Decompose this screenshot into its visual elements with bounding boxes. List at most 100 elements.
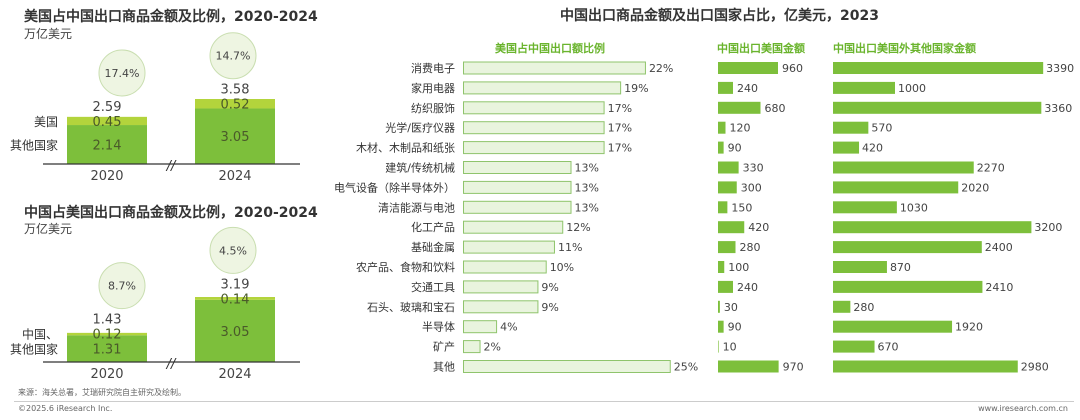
category-label: 建筑/传统机械 [385, 161, 455, 175]
header-us-amount: 中国出口美国金额 [717, 42, 805, 55]
us-amount-value: 150 [731, 201, 752, 214]
us-amount-bar [718, 181, 737, 194]
x-tick-2024: 2024 [218, 169, 251, 184]
share-label-2020: 8.7% [108, 280, 136, 293]
ratio-value: 9% [541, 301, 558, 314]
us-amount-bar [718, 201, 728, 214]
category-label: 消费电子 [411, 61, 455, 75]
ratio-value: 4% [500, 321, 517, 334]
other-amount-value: 1030 [900, 201, 928, 214]
us-amount-value: 330 [743, 162, 764, 175]
ratio-bar [463, 300, 539, 314]
ratio-value: 25% [674, 361, 698, 374]
other-amount-value: 570 [871, 122, 892, 135]
us-amount-bar [718, 360, 779, 373]
us-amount-bar [718, 280, 733, 293]
category-label: 化工产品 [411, 220, 455, 234]
other-amount-value: 3360 [1044, 102, 1072, 115]
legend-other: 其他国家 [10, 342, 58, 357]
ratio-value: 13% [575, 201, 599, 214]
us-amount-value: 120 [730, 122, 751, 135]
ratio-bar [463, 61, 646, 75]
copyright: ©2025.6 iResearch Inc. [18, 404, 113, 413]
category-label: 农产品、食物和饮料 [356, 260, 455, 274]
other-amount-value: 420 [862, 142, 883, 155]
label-other-2024: 3.05 [221, 130, 250, 145]
other-amount-bar [833, 340, 875, 353]
us-amount-bar [718, 141, 724, 154]
us-amount-value: 90 [728, 142, 742, 155]
ratio-value: 17% [608, 122, 632, 135]
other-amount-bar [833, 280, 983, 293]
legend-partner: 中国、 [22, 327, 58, 342]
ratio-value: 17% [608, 142, 632, 155]
ratio-bar [463, 360, 671, 373]
label-partner-2020: 0.45 [93, 115, 122, 130]
other-amount-value: 870 [890, 261, 911, 274]
us-amount-value: 90 [728, 321, 742, 334]
us-amount-value: 240 [737, 82, 758, 95]
us-amount-bar [718, 81, 733, 94]
ratio-value: 11% [558, 241, 582, 254]
category-label: 石头、玻璃和宝石 [367, 300, 455, 314]
ratio-value: 12% [566, 221, 590, 234]
x-tick-2020: 2020 [90, 169, 123, 184]
chart1-title: 美国占中国出口商品金额及比例，2020-2024 [24, 9, 318, 25]
other-amount-value: 3200 [1034, 221, 1062, 234]
bar-partner-2020 [67, 332, 147, 336]
us-amount-value: 300 [741, 181, 762, 194]
other-amount-value: 670 [878, 341, 899, 354]
label-total-2020: 1.43 [93, 313, 122, 328]
label-partner-2024: 0.52 [221, 98, 250, 113]
ratio-value: 9% [541, 281, 558, 294]
ratio-bar [463, 220, 564, 234]
axis-break: // [166, 159, 177, 174]
ratio-bar [463, 320, 498, 334]
source-note: 来源：海关总署，艾瑞研究院自主研究及绘制。 [18, 388, 186, 397]
label-total-2020: 2.59 [93, 100, 122, 115]
category-label: 电气设备（除半导体外） [334, 180, 455, 194]
other-amount-value: 2980 [1021, 361, 1049, 374]
chart1-unit: 万亿美元 [24, 27, 73, 41]
other-amount-value: 1920 [955, 321, 983, 334]
label-total-2024: 3.58 [221, 83, 250, 98]
ratio-value: 2% [484, 341, 501, 354]
ratio-bar [463, 121, 605, 135]
category-label: 光学/医疗仪器 [385, 121, 455, 135]
ratio-bar [463, 340, 481, 354]
bar-other-2024 [195, 299, 275, 362]
label-other-2020: 2.14 [93, 139, 122, 154]
us-amount-value: 420 [748, 221, 769, 234]
other-amount-value: 280 [853, 301, 874, 314]
ratio-value: 13% [575, 181, 599, 194]
other-amount-bar [833, 121, 869, 134]
us-amount-bar [718, 340, 719, 353]
share-circle-2024 [209, 32, 257, 80]
us-amount-value: 680 [765, 102, 786, 115]
other-amount-bar [833, 320, 953, 333]
category-label: 基础金属 [411, 240, 455, 254]
other-amount-bar [833, 81, 895, 94]
legend-partner: 美国 [34, 115, 58, 129]
share-circle-2020 [98, 262, 146, 310]
other-amount-value: 3390 [1046, 62, 1074, 75]
other-amount-bar [833, 221, 1032, 234]
other-amount-bar [833, 201, 897, 214]
share-circle-2020 [98, 49, 146, 97]
other-amount-value: 2270 [977, 162, 1005, 175]
other-amount-bar [833, 360, 1018, 373]
other-amount-bar [833, 141, 860, 154]
us-amount-bar [718, 62, 778, 74]
bar-partner-2024 [195, 99, 275, 109]
bar-other-2020 [67, 125, 147, 164]
us-amount-bar [718, 121, 726, 134]
us-amount-value: 960 [782, 62, 803, 75]
other-amount-value: 2020 [961, 181, 989, 194]
ratio-bar [463, 141, 605, 155]
category-label: 矿产 [433, 340, 455, 354]
us-amount-bar [718, 320, 724, 333]
ratio-bar [463, 260, 547, 274]
category-label: 交通工具 [411, 280, 455, 294]
us-amount-bar [718, 300, 720, 313]
